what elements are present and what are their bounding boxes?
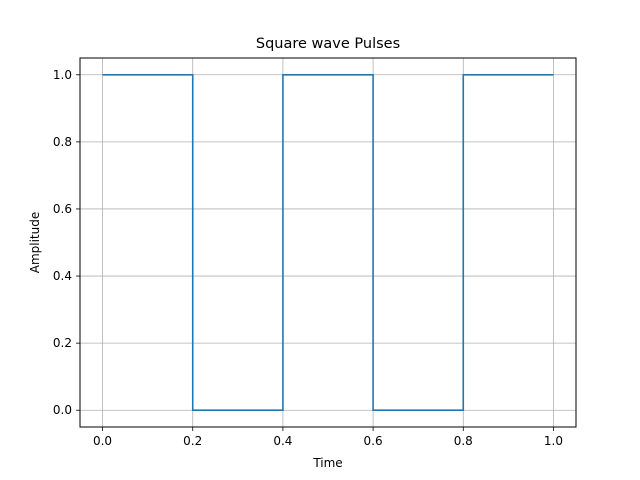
chart-title: Square wave Pulses [256, 36, 400, 52]
y-axis-ticks: 0.0 0.2 0.4 0.6 0.8 1.0 [53, 68, 80, 417]
x-axis-label: Time [312, 456, 342, 470]
x-tick-label: 0.4 [273, 434, 292, 448]
y-tick-label: 0.2 [53, 336, 72, 350]
x-axis-ticks: 0.0 0.2 0.4 0.6 0.8 1.0 [93, 427, 563, 448]
x-tick-label: 1.0 [544, 434, 563, 448]
x-tick-label: 0.8 [454, 434, 473, 448]
y-tick-label: 0.4 [53, 269, 72, 283]
y-tick-label: 0.6 [53, 202, 72, 216]
square-wave-line [102, 73, 554, 412]
x-tick-label: 0.2 [183, 434, 202, 448]
series-layer [102, 73, 554, 412]
grid [80, 58, 576, 427]
plot-frame [79, 57, 577, 428]
y-tick-label: 0.8 [53, 135, 72, 149]
y-axis-label: Amplitude [28, 212, 42, 274]
y-tick-label: 1.0 [53, 68, 72, 82]
y-tick-label: 0.0 [53, 403, 72, 417]
x-tick-label: 0.6 [364, 434, 383, 448]
x-tick-label: 0.0 [93, 434, 112, 448]
